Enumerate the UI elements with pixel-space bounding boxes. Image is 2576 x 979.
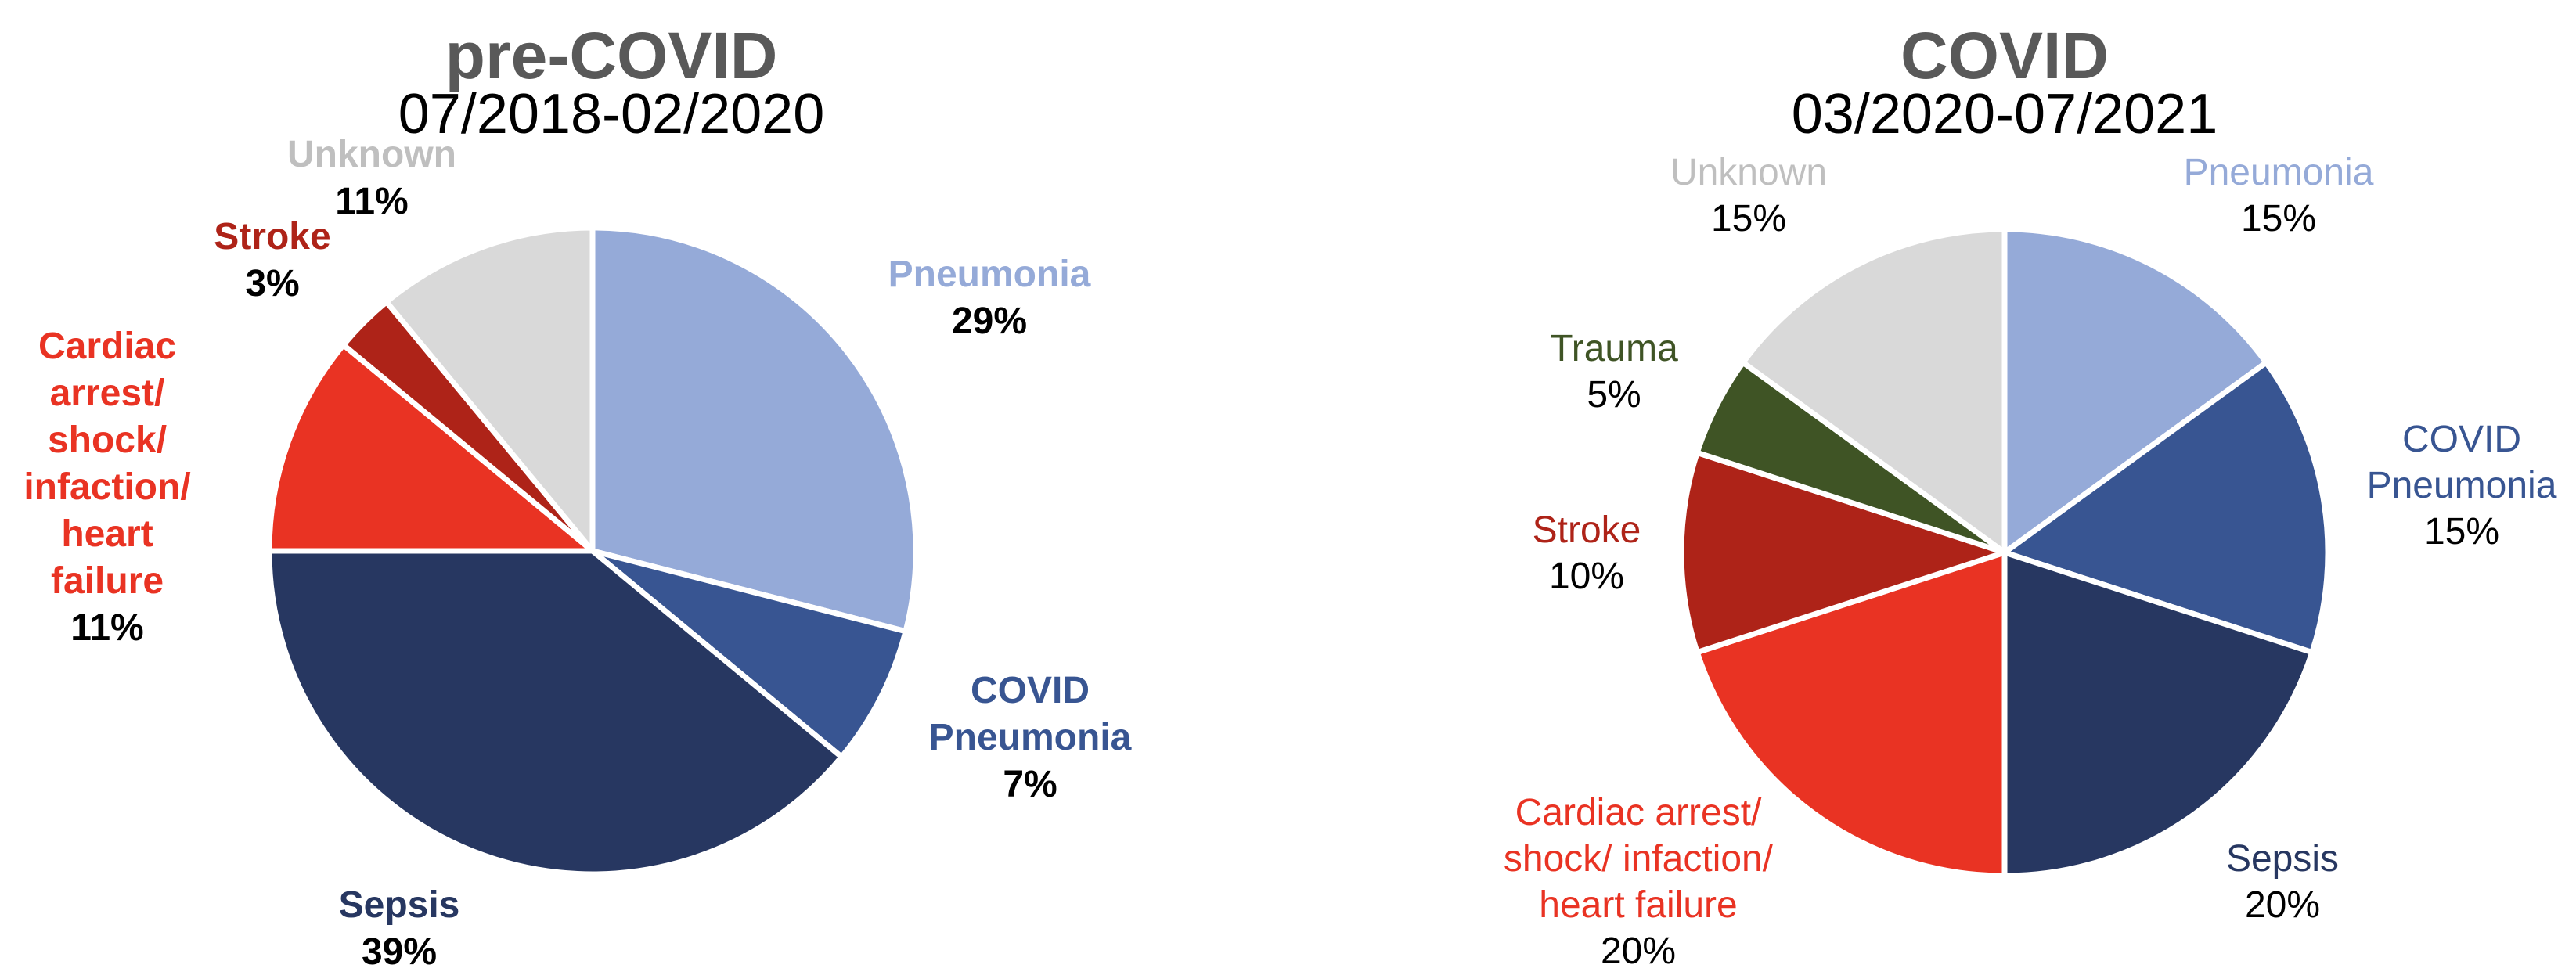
- data-label-category: shock/ infaction/: [1504, 838, 1774, 880]
- data-label-category: Unknown: [1670, 152, 1827, 193]
- data-label-category: Cardiac: [38, 326, 176, 367]
- pie-slice-cardiac-arrest-shock-infaction-heart-failure: [1694, 549, 2008, 879]
- data-label-category: Trauma: [1550, 328, 1678, 369]
- pie-slice-stroke: [1678, 449, 2008, 656]
- chart-title: pre-COVID: [445, 19, 778, 92]
- pie-slice-sepsis: [2001, 549, 2315, 879]
- data-label-category: heart: [61, 513, 153, 555]
- pie-slice-unknown: [384, 225, 596, 554]
- pie-slice-cardiac-arrest-shock-infaction-heart-failure: [266, 342, 596, 554]
- data-label-category: infaction/: [23, 466, 190, 508]
- data-label-percent: 15%: [2424, 511, 2499, 552]
- pie-chart-covid: COVID 03/2020-07/2021 Pneumonia 15% COVID P…: [1504, 19, 2557, 972]
- data-label-category: Pneumonia: [929, 717, 1132, 758]
- pie-slice-pneumonia: [589, 225, 919, 635]
- data-label-percent: 15%: [2241, 198, 2316, 239]
- chart-subtitle: 07/2018-02/2020: [398, 83, 825, 146]
- data-label-category: arrest/: [50, 373, 165, 414]
- data-label-category: heart failure: [1539, 884, 1737, 926]
- data-label-category: Sepsis: [339, 884, 460, 926]
- pie-slice-covid-pneumonia: [2001, 359, 2331, 656]
- data-label-category: Stroke: [1533, 509, 1641, 551]
- pie-slice-pneumonia: [2001, 226, 2269, 556]
- data-label-percent: 15%: [1711, 198, 1786, 239]
- data-label-category: Unknown: [287, 134, 456, 175]
- data-label-percent: 5%: [1587, 374, 1641, 416]
- data-label-category: failure: [51, 560, 164, 602]
- data-label-percent: 29%: [952, 301, 1027, 342]
- pie-slice-sepsis: [266, 548, 845, 877]
- chart-title: COVID: [1900, 19, 2109, 92]
- data-label-category: Pneumonia: [2367, 465, 2557, 506]
- data-label-category: Stroke: [214, 216, 330, 257]
- data-label-category: shock/: [48, 419, 167, 461]
- data-label-category: COVID: [2402, 419, 2521, 460]
- data-label-percent: 11%: [335, 181, 408, 222]
- data-label-category: Sepsis: [2226, 838, 2339, 880]
- data-label-category: Pneumonia: [2184, 152, 2374, 193]
- data-label-category: Cardiac arrest/: [1515, 792, 1762, 833]
- pie-chart-pre-covid: pre-COVID 07/2018-02/2020 Pneumonia 29% CO…: [23, 19, 1131, 973]
- data-label-category: COVID: [971, 670, 1090, 711]
- data-label-percent: 20%: [1601, 930, 1676, 972]
- data-label-percent: 10%: [1549, 556, 1624, 597]
- data-label-percent: 11%: [70, 607, 143, 649]
- chart-subtitle: 03/2020-07/2021: [1792, 83, 2218, 146]
- data-label-percent: 39%: [362, 931, 437, 973]
- pie-slice-covid-pneumonia: [589, 548, 909, 760]
- data-label-percent: 20%: [2245, 884, 2320, 926]
- data-label-percent: 3%: [245, 263, 299, 304]
- data-label-percent: 7%: [1003, 764, 1057, 805]
- pie-slice-unknown: [1740, 226, 2008, 556]
- data-label-category: Pneumonia: [888, 254, 1091, 295]
